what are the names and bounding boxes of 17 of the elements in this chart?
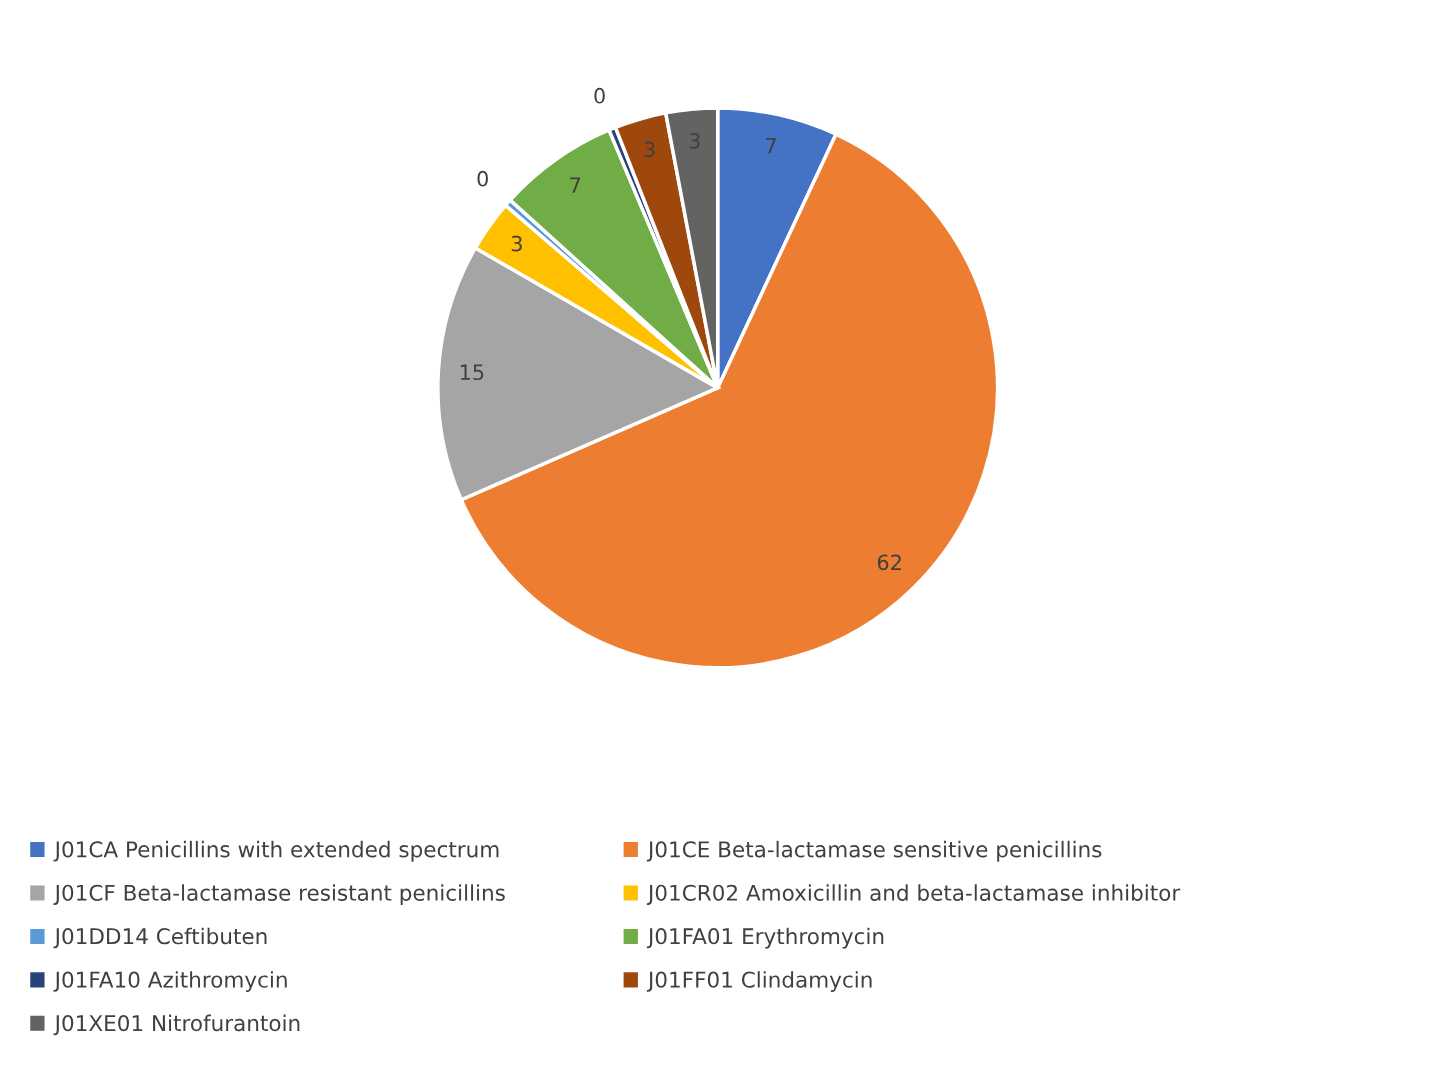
legend-label: J01DD14 Ceftibuten bbox=[53, 927, 267, 949]
data-label: 62 bbox=[877, 554, 901, 571]
data-label: 0 bbox=[594, 87, 605, 104]
data-label: 7 bbox=[570, 177, 581, 193]
data-label: 3 bbox=[644, 141, 655, 158]
legend-label: J01CE Beta-lactamase sensitive penicillins bbox=[646, 840, 1102, 862]
data-label: 7 bbox=[766, 138, 776, 154]
legend-label: J01FA01 Erythromycin bbox=[646, 927, 884, 949]
legend-label: J01CA Penicillins with extended spectrum bbox=[53, 840, 499, 862]
data-label: 15 bbox=[460, 364, 484, 381]
legend-label: J01CF Beta-lactamase resistant penicillins bbox=[53, 884, 505, 906]
legend-label: J01FA10 Azithromycin bbox=[53, 971, 287, 992]
data-label: 0 bbox=[477, 170, 488, 187]
data-label: 3 bbox=[511, 235, 522, 252]
legend-label: J01FF01 Clindamycin bbox=[646, 971, 872, 992]
legend-label: J01XE01 Nitrofurantoin bbox=[53, 1014, 300, 1036]
legend-label: J01CR02 Amoxicillin and beta-lactamase inhibitor bbox=[646, 884, 1181, 905]
